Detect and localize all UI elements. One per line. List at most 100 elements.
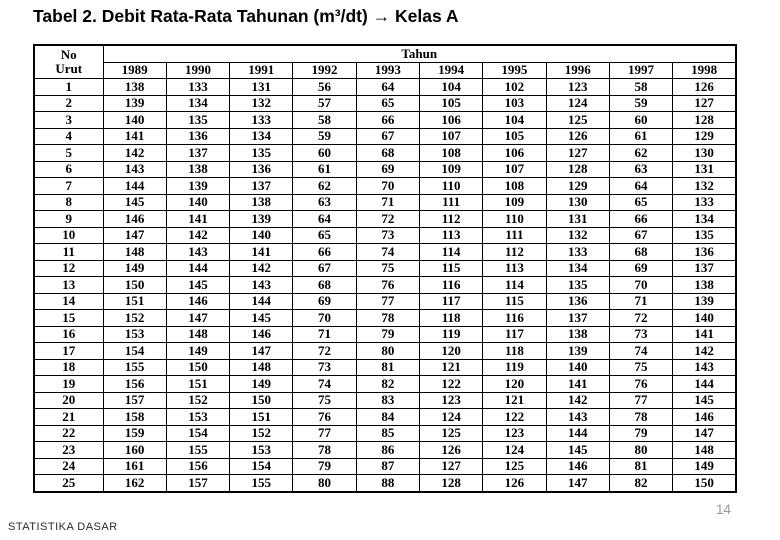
table-row: 4 141 136 134 59 67 107 105 126 61 129 — [33, 127, 737, 145]
debit-rata-rata-table: No Urut Tahun 1989 1990 1991 1992 1993 1994 199… — [33, 44, 737, 493]
value-cell: 79 — [292, 457, 357, 475]
row-number-cell: 14 — [33, 292, 104, 310]
value-cell: 115 — [418, 259, 484, 277]
value-cell: 132 — [229, 94, 294, 112]
value-cell: 148 — [229, 358, 294, 376]
col-header-year: 1991 — [229, 61, 294, 79]
value-cell: 145 — [165, 276, 231, 294]
value-cell: 120 — [482, 375, 547, 393]
row-number-cell: 22 — [33, 424, 104, 442]
value-cell: 129 — [545, 177, 610, 195]
value-cell: 137 — [165, 144, 231, 162]
value-cell: 117 — [418, 292, 484, 310]
value-cell: 66 — [608, 210, 674, 228]
row-number-cell: 10 — [33, 226, 104, 244]
value-cell: 79 — [355, 325, 420, 343]
value-cell: 136 — [165, 127, 231, 145]
value-cell: 74 — [608, 342, 674, 360]
value-cell: 144 — [545, 424, 610, 442]
value-cell: 109 — [482, 193, 547, 211]
value-cell: 133 — [672, 193, 737, 211]
value-cell: 111 — [482, 226, 547, 244]
value-cell: 160 — [102, 441, 167, 459]
value-cell: 152 — [102, 309, 167, 327]
value-cell: 133 — [229, 111, 294, 129]
group-header-row: No Urut Tahun — [33, 44, 737, 79]
value-cell: 155 — [165, 441, 231, 459]
row-number-cell: 23 — [33, 441, 104, 459]
table-row: 8 145 140 138 63 71 111 109 130 65 133 — [33, 193, 737, 211]
value-cell: 63 — [292, 193, 357, 211]
row-number-cell: 20 — [33, 391, 104, 409]
value-cell: 108 — [482, 177, 547, 195]
value-cell: 105 — [418, 94, 484, 112]
value-cell: 146 — [545, 457, 610, 475]
value-cell: 102 — [482, 78, 547, 96]
value-cell: 133 — [165, 78, 231, 96]
value-cell: 150 — [229, 391, 294, 409]
value-cell: 126 — [482, 474, 547, 492]
value-cell: 67 — [355, 127, 420, 145]
value-cell: 138 — [672, 276, 737, 294]
value-cell: 148 — [672, 441, 737, 459]
value-cell: 77 — [608, 391, 674, 409]
row-number-cell: 13 — [33, 276, 104, 294]
value-cell: 107 — [482, 160, 547, 178]
value-cell: 80 — [292, 474, 357, 492]
value-cell: 115 — [482, 292, 547, 310]
table-row: 3 140 135 133 58 66 106 104 125 60 128 — [33, 111, 737, 129]
value-cell: 123 — [418, 391, 484, 409]
value-cell: 140 — [165, 193, 231, 211]
row-number-cell: 21 — [33, 408, 104, 426]
value-cell: 125 — [482, 457, 547, 475]
value-cell: 61 — [292, 160, 357, 178]
value-cell: 142 — [545, 391, 610, 409]
value-cell: 155 — [229, 474, 294, 492]
row-number-cell: 11 — [33, 243, 104, 261]
value-cell: 162 — [102, 474, 167, 492]
value-cell: 114 — [418, 243, 484, 261]
value-cell: 126 — [545, 127, 610, 145]
value-cell: 142 — [672, 342, 737, 360]
table-row: 17 154 149 147 72 80 120 118 139 74 142 — [33, 342, 737, 360]
col-header-tahun: Tahun — [102, 44, 737, 63]
table-row: 1 138 133 131 56 64 104 102 123 58 126 — [33, 78, 737, 96]
value-cell: 143 — [545, 408, 610, 426]
col-header-year: 1995 — [482, 61, 547, 79]
row-number-cell: 24 — [33, 457, 104, 475]
value-cell: 141 — [545, 375, 610, 393]
value-cell: 127 — [672, 94, 737, 112]
value-cell: 144 — [102, 177, 167, 195]
value-cell: 153 — [102, 325, 167, 343]
value-cell: 78 — [608, 408, 674, 426]
value-cell: 140 — [672, 309, 737, 327]
value-cell: 145 — [229, 309, 294, 327]
value-cell: 68 — [292, 276, 357, 294]
value-cell: 70 — [608, 276, 674, 294]
value-cell: 149 — [102, 259, 167, 277]
value-cell: 78 — [355, 309, 420, 327]
table-row: 16 153 148 146 71 79 119 117 138 73 141 — [33, 325, 737, 343]
value-cell: 132 — [545, 226, 610, 244]
value-cell: 141 — [165, 210, 231, 228]
value-cell: 80 — [355, 342, 420, 360]
value-cell: 127 — [418, 457, 484, 475]
page-title: Tabel 2. Debit Rata-Rata Tahunan (m³/dt)… — [33, 6, 459, 26]
page-number: 14 — [716, 502, 732, 517]
table-header: No Urut Tahun 1989 1990 1991 1992 1993 1994 199… — [33, 44, 737, 79]
value-cell: 81 — [355, 358, 420, 376]
table-row: 7 144 139 137 62 70 110 108 129 64 132 — [33, 177, 737, 195]
value-cell: 59 — [292, 127, 357, 145]
value-cell: 137 — [229, 177, 294, 195]
value-cell: 157 — [102, 391, 167, 409]
value-cell: 64 — [292, 210, 357, 228]
value-cell: 140 — [545, 358, 610, 376]
value-cell: 76 — [292, 408, 357, 426]
value-cell: 73 — [608, 325, 674, 343]
table-row: 2 139 134 132 57 65 105 103 124 59 127 — [33, 94, 737, 112]
value-cell: 74 — [355, 243, 420, 261]
value-cell: 135 — [672, 226, 737, 244]
value-cell: 148 — [102, 243, 167, 261]
value-cell: 70 — [355, 177, 420, 195]
table-row: 11 148 143 141 66 74 114 112 133 68 136 — [33, 243, 737, 261]
